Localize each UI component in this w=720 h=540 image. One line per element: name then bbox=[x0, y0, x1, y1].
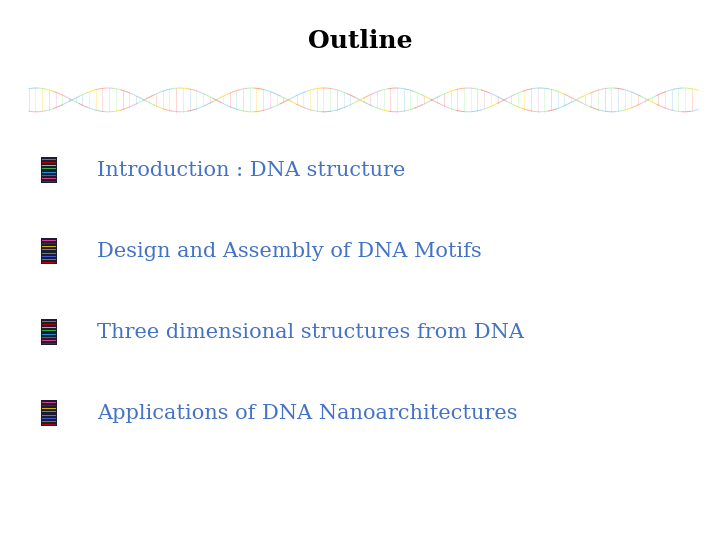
FancyBboxPatch shape bbox=[41, 157, 57, 183]
Text: Introduction : DNA structure: Introduction : DNA structure bbox=[97, 160, 405, 180]
Text: Three dimensional structures from DNA: Three dimensional structures from DNA bbox=[97, 322, 524, 342]
FancyBboxPatch shape bbox=[41, 238, 57, 264]
Text: Outline: Outline bbox=[307, 29, 413, 52]
Text: Applications of DNA Nanoarchitectures: Applications of DNA Nanoarchitectures bbox=[97, 403, 518, 423]
FancyBboxPatch shape bbox=[41, 319, 57, 345]
FancyBboxPatch shape bbox=[41, 400, 57, 426]
Text: Design and Assembly of DNA Motifs: Design and Assembly of DNA Motifs bbox=[97, 241, 482, 261]
